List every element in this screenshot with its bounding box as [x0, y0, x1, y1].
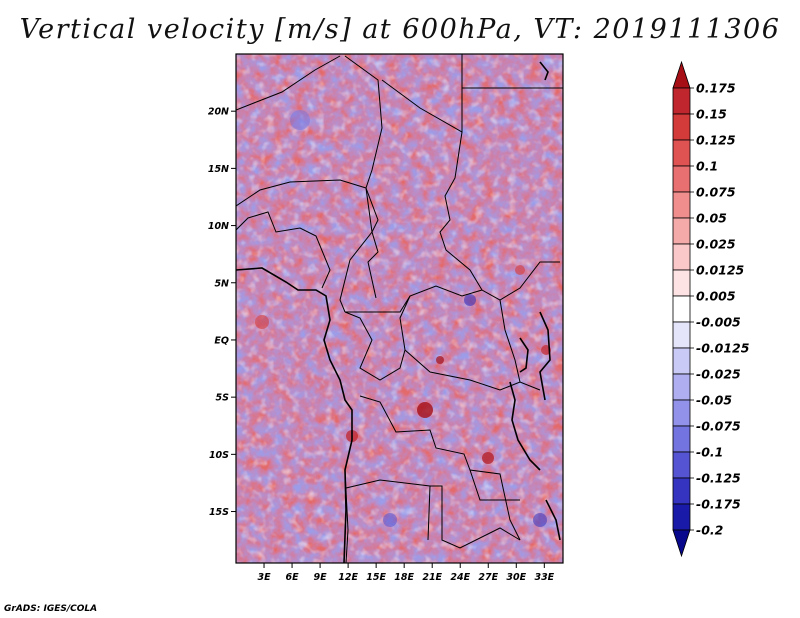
colorbar-label: -0.0125 — [696, 341, 750, 356]
lon-tick-label: 27E — [478, 572, 498, 583]
colorbar-label: 0.075 — [696, 185, 736, 200]
lat-tick-label: 15S — [209, 507, 229, 518]
colorbar-bottom-triangle — [672, 529, 691, 558]
colorbar-swatch — [672, 191, 691, 219]
colorbar-swatch — [672, 373, 691, 401]
lon-tick-label: 21E — [422, 572, 442, 583]
lat-tick-label: 20N — [208, 107, 229, 118]
colorbar-swatch — [672, 399, 691, 427]
colorbar-swatch — [672, 139, 691, 167]
colorbar-label: -0.2 — [696, 523, 723, 538]
lon-tick-label: 12E — [338, 572, 358, 583]
colorbar-label: -0.025 — [696, 367, 741, 382]
coastlines — [236, 61, 561, 563]
colorbar-swatch — [672, 243, 691, 271]
colorbar: 0.175 0.15 0.125 0.1 0.075 0.05 0.025 0.0125 0.0… — [672, 60, 750, 558]
colorbar-label: -0.05 — [696, 393, 732, 408]
colorbar-label: 0.005 — [696, 289, 736, 304]
lon-tick-label: 15E — [366, 572, 386, 583]
latitude-axis: 20N 15N 10N 5N EQ 5S 10S 15S — [208, 107, 236, 518]
colorbar-swatch — [672, 165, 691, 193]
colorbar-label: -0.1 — [696, 445, 723, 460]
lat-tick-label: 15N — [208, 164, 229, 175]
colorbar-swatch — [672, 113, 691, 141]
colorbar-label: -0.075 — [696, 419, 741, 434]
colorbar-label: 0.15 — [696, 107, 727, 122]
colorbar-swatch — [672, 87, 691, 115]
longitude-axis: 3E 6E 9E 12E 15E 18E 21E 24E 27E 30E 33E — [257, 563, 555, 583]
strong-downdraft-spots — [290, 110, 547, 527]
colorbar-swatch — [672, 217, 691, 245]
colorbar-label: 0.05 — [696, 211, 727, 226]
colorbar-label: 0.175 — [696, 81, 736, 96]
colorbar-swatch — [672, 269, 691, 297]
colorbar-label: 0.1 — [696, 159, 718, 174]
colorbar-swatch — [672, 503, 691, 531]
colorbar-top-triangle — [672, 60, 691, 89]
colorbar-swatch — [672, 295, 691, 323]
map-frame — [235, 53, 564, 564]
lon-tick-label: 18E — [394, 572, 414, 583]
colorbar-swatch — [672, 477, 691, 505]
lon-tick-label: 9E — [314, 572, 328, 583]
lon-tick-label: 24E — [450, 572, 470, 583]
lat-tick-label: 5N — [214, 278, 229, 289]
colorbar-swatch — [672, 321, 691, 349]
colorbar-label: 0.025 — [696, 237, 736, 252]
colorbar-label: 0.125 — [696, 133, 736, 148]
lon-tick-label: 30E — [506, 572, 526, 583]
colorbar-swatch — [672, 451, 691, 479]
colorbar-label: -0.005 — [696, 315, 741, 330]
lon-tick-label: 33E — [534, 572, 554, 583]
strong-updraft-spots — [255, 265, 551, 464]
country-borders — [236, 54, 563, 563]
lat-tick-label: 10S — [209, 450, 229, 461]
lat-tick-label: 10N — [208, 221, 229, 232]
colorbar-swatch — [672, 425, 691, 453]
plot-title: Vertical velocity [m/s] at 600hPa, VT: 2… — [19, 14, 781, 45]
lat-tick-label: 5S — [216, 393, 230, 404]
colorbar-label: 0.0125 — [696, 263, 745, 278]
vertical-velocity-field — [236, 54, 563, 563]
colorbar-swatch — [672, 347, 691, 375]
colorbar-label: -0.175 — [696, 497, 741, 512]
lon-tick-label: 6E — [286, 572, 300, 583]
lon-tick-label: 3E — [257, 572, 271, 583]
lat-tick-label: EQ — [214, 335, 229, 346]
colorbar-label: -0.125 — [696, 471, 741, 486]
grads-credit: GrADS: IGES/COLA — [4, 604, 98, 614]
